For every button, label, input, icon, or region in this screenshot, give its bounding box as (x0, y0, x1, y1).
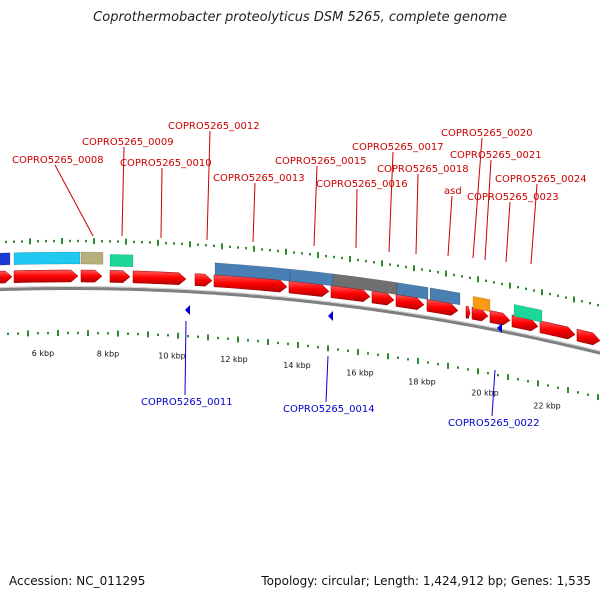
gene-label-leader (505, 201, 511, 263)
gene-label: COPRO5265_0015 (275, 156, 367, 167)
gene-arrow (0, 270, 13, 284)
gene-label: COPRO5265_0023 (467, 192, 559, 203)
gene-arrow (288, 280, 330, 297)
gene-label-leader (325, 355, 329, 403)
gene-arrow (132, 270, 187, 285)
gene-label: COPRO5265_0008 (12, 155, 104, 166)
gene-label-leader (355, 188, 358, 249)
gene-label: COPRO5265_0017 (352, 142, 444, 153)
genome-summary: Topology: circular; Length: 1,424,912 bp… (261, 574, 591, 588)
gene-label: COPRO5265_0013 (213, 173, 305, 184)
feature-block (396, 282, 429, 300)
feature-block (80, 251, 104, 265)
scale-label: 18 kbp (408, 377, 436, 386)
gene-label-leader (415, 173, 419, 255)
scale-label: 12 kbp (220, 355, 248, 364)
reverse-gene-marker (497, 323, 502, 333)
gene-label-leader (121, 146, 125, 237)
scale-label: 6 kbp (32, 349, 54, 358)
feature-block (0, 252, 11, 266)
gene-arrow (13, 269, 79, 283)
gene-label: COPRO5265_0009 (82, 137, 174, 148)
backbone-highlight (0, 286, 600, 352)
gene-label: COPRO5265_0020 (441, 128, 533, 139)
gene-label-leader (54, 164, 94, 237)
gene-label: COPRO5265_0011 (141, 397, 233, 408)
scale-label: 22 kbp (533, 401, 561, 410)
gene-label: COPRO5265_0012 (168, 121, 260, 132)
feature-block (13, 251, 81, 265)
gene-label-leader (252, 182, 256, 243)
scale-label: 16 kbp (346, 368, 374, 377)
gene-label-leader (206, 130, 211, 241)
gene-arrow (489, 310, 511, 326)
gene-label-leader (388, 151, 394, 253)
feature-block (109, 254, 134, 268)
gene-arrow (539, 320, 576, 340)
gene-label-leader (313, 165, 318, 247)
reverse-gene-marker (328, 311, 333, 321)
gene-label: COPRO5265_0014 (283, 404, 375, 415)
gene-label: COPRO5265_0018 (377, 164, 469, 175)
gene-label-leader (491, 369, 496, 417)
genome-backbone (0, 286, 600, 355)
feature-block (429, 287, 461, 306)
gene-arrow (465, 305, 471, 319)
scale-label: 8 kbp (97, 349, 119, 358)
scale-label: 10 kbp (158, 351, 186, 360)
gene-label-leader (184, 320, 187, 396)
gene-label: asd (444, 186, 462, 197)
gene-label: COPRO5265_0021 (450, 150, 542, 161)
gene-label-leader (472, 137, 483, 259)
gene-arrow (80, 269, 103, 283)
gene-arrow (194, 273, 213, 287)
scale-label: 14 kbp (283, 361, 311, 370)
gene-label: COPRO5265_0022 (448, 418, 540, 429)
gene-label-leader (447, 195, 453, 257)
gene-label-leader (484, 159, 492, 261)
feature-block (513, 303, 543, 323)
gene-arrow (576, 328, 600, 346)
reverse-gene-marker (185, 305, 190, 315)
gene-label: COPRO5265_0016 (316, 179, 408, 190)
gene-label: COPRO5265_0010 (120, 158, 212, 169)
gene-arrow (109, 270, 131, 283)
gene-label-leader (160, 167, 163, 239)
gene-label: COPRO5265_0024 (495, 174, 587, 185)
scale-label: 20 kbp (471, 389, 499, 398)
genome-title: Coprothermobacter proteolyticus DSM 5265… (93, 10, 507, 25)
accession-label: Accession: NC_011295 (9, 574, 146, 588)
gene-label-leader (530, 183, 538, 265)
gene-arrow (371, 290, 395, 306)
feature-block (472, 296, 491, 312)
